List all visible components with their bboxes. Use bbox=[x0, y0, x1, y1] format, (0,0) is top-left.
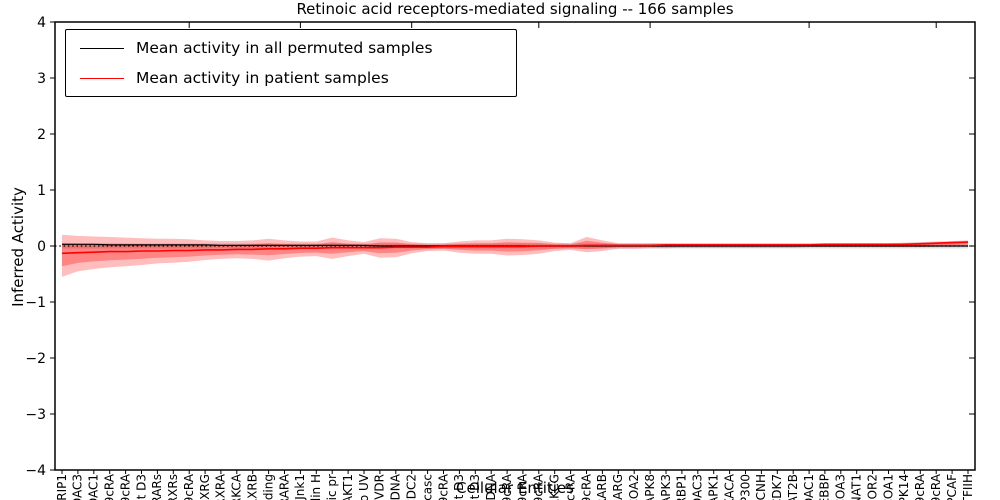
x-tick-label: CDK7 bbox=[770, 474, 784, 500]
x-tick-label: RAR alpha/9cRA/Cyclin H bbox=[309, 474, 323, 500]
x-tick-label: positive regulation of DNA binding bbox=[261, 474, 275, 500]
x-tick-label: RAR alpha/RXRs bbox=[166, 474, 180, 500]
y-tick-labels: −4 −3 −2 −1 0 1 2 3 4 bbox=[25, 15, 46, 479]
confidence-bands bbox=[62, 234, 968, 277]
x-tick-label: CDC2 bbox=[405, 474, 419, 500]
x-tick-label: RARs/TIF2/Cbp/p300/PCAF/9cRA bbox=[500, 473, 514, 500]
x-tick-label: PRKCG bbox=[548, 474, 562, 500]
x-tick-label: TFIIH bbox=[961, 474, 975, 500]
x-tick-labels: NRIP1RXRs/RARs/NRIP1/9cRA/HDAC3RXRs/RARs… bbox=[55, 473, 975, 500]
patient-line-swatch bbox=[80, 77, 124, 79]
x-tick-label: NRIP1 bbox=[55, 474, 69, 500]
x-tick-label: VDR/Vit D3/DNA bbox=[484, 473, 498, 500]
legend-label-permuted: Mean activity in all permuted samples bbox=[136, 39, 433, 57]
x-tick-label: VDR/VDR/DNA bbox=[389, 473, 403, 500]
x-tick-label: MNAT1 bbox=[850, 474, 864, 500]
x-tick-label: RAR alpha/9cRA bbox=[579, 473, 593, 500]
x-tick-label: MAPK8 bbox=[643, 474, 657, 500]
x-tick-label: MAPK3 bbox=[659, 474, 673, 500]
x-tick-label: response to UV bbox=[357, 473, 371, 500]
y-tick-label: −2 bbox=[25, 351, 46, 367]
x-tick-label: CCNH bbox=[754, 474, 768, 500]
x-tick-label: CREBBP bbox=[818, 474, 832, 500]
x-tick-label: RXRs/VDR/DNA/Vit D3 bbox=[134, 474, 148, 500]
x-tick-label: HDAC3 bbox=[691, 474, 705, 500]
x-tick-label: Cbp/p300/PCAF bbox=[945, 474, 959, 500]
x-tick-label: RXRs/RARs/NRIP1/9cRA bbox=[103, 473, 117, 500]
x-tick-label: proteasomal ubiquitin-dependent protein … bbox=[325, 474, 339, 500]
x-tick-label: VDR bbox=[373, 474, 387, 500]
x-tick-label: PRKACA bbox=[722, 473, 736, 500]
x-tick-label: RXRB bbox=[246, 474, 260, 500]
y-tick-label: 4 bbox=[37, 15, 46, 31]
x-tick-label: mol:9cRA bbox=[436, 473, 450, 500]
x-tick-label: HDAC1 bbox=[802, 474, 816, 500]
legend-label-patient: Mean activity in patient samples bbox=[136, 69, 389, 87]
chart-title: Retinoic acid receptors-mediated signali… bbox=[296, 0, 734, 18]
x-tick-label: VDR/VDR/Vit D3 bbox=[468, 474, 482, 500]
x-tick-label: RARs/Src-1/Cbp/p300/PCAF/9cRA bbox=[516, 473, 530, 500]
x-tick-label: AKT1 bbox=[341, 474, 355, 500]
x-tick-label: PRKCA bbox=[230, 473, 244, 500]
patient-mean-line bbox=[61, 241, 969, 255]
x-tick-label: RAR alpha/Jnk1 bbox=[293, 474, 307, 500]
permuted-line-swatch bbox=[80, 47, 124, 49]
x-tick-label: MAPK1 bbox=[707, 474, 721, 500]
y-tick-label: 3 bbox=[37, 71, 46, 87]
x-tick-label: RAR gamma2/9cRA bbox=[929, 473, 943, 500]
y-tick-label: 1 bbox=[37, 183, 46, 199]
x-tick-label: RARG bbox=[611, 474, 625, 500]
axes-frame bbox=[54, 21, 976, 471]
legend: Mean activity in all permuted samples Me… bbox=[65, 29, 517, 97]
legend-item-patient: Mean activity in patient samples bbox=[66, 67, 516, 89]
y-tick-label: −4 bbox=[25, 463, 46, 479]
x-tick-label: NCOA3 bbox=[834, 474, 848, 500]
x-tick-label: RAR gamma1/9cRA bbox=[913, 473, 927, 500]
x-tick-label: RBP1 bbox=[675, 474, 689, 500]
y-tick-label: −1 bbox=[25, 295, 46, 311]
series-lines bbox=[55, 241, 975, 255]
x-tick-label: KAT2B bbox=[786, 474, 800, 500]
x-axis-label: Cellular Entities bbox=[456, 479, 574, 497]
x-tick-label: RARA bbox=[277, 473, 291, 500]
legend-item-permuted: Mean activity in all permuted samples bbox=[66, 37, 516, 59]
x-tick-label: RARs/AIB1/Cbp/p300/PCAF/9cRA bbox=[532, 473, 546, 500]
x-tick-label: negative regulation of phosphoinositide … bbox=[420, 474, 434, 500]
x-tick-label: NCOR2 bbox=[865, 474, 879, 500]
x-tick-label: MAPK14 bbox=[897, 474, 911, 500]
patient-std-band-inner bbox=[62, 240, 968, 267]
x-tick-label: RXRs/RARs bbox=[150, 474, 164, 500]
x-tick-label: RXRs/RARs/NRIP1/9cRA/HDAC1 bbox=[87, 474, 101, 500]
y-tick-label: 0 bbox=[37, 239, 46, 255]
y-tick-label: −3 bbox=[25, 407, 46, 423]
x-tick-label: RXRs/RARs/SMRT(N-CoR2)/9cRA bbox=[182, 473, 196, 500]
x-tick-label: NCOA2 bbox=[627, 474, 641, 500]
plot-border bbox=[54, 21, 976, 471]
x-tick-label: RXRG bbox=[198, 474, 212, 500]
x-tick-label: EP300 bbox=[738, 474, 752, 500]
x-tick-label: NCOA1 bbox=[881, 474, 895, 500]
y-tick-label: 2 bbox=[37, 127, 46, 143]
x-tick-label: CRBP1/9-cic-RA bbox=[563, 473, 577, 500]
x-tick-label: mol:Vit D3 bbox=[452, 474, 466, 500]
x-tick-label: RXRs/RARs/NRIP1/9cRA/HDAC3 bbox=[71, 474, 85, 500]
x-tick-label: RXRs/RXRs/DNA/9cRA bbox=[118, 473, 132, 500]
x-tick-label: RXRA bbox=[214, 473, 228, 500]
x-tick-label: RARB bbox=[595, 474, 609, 500]
